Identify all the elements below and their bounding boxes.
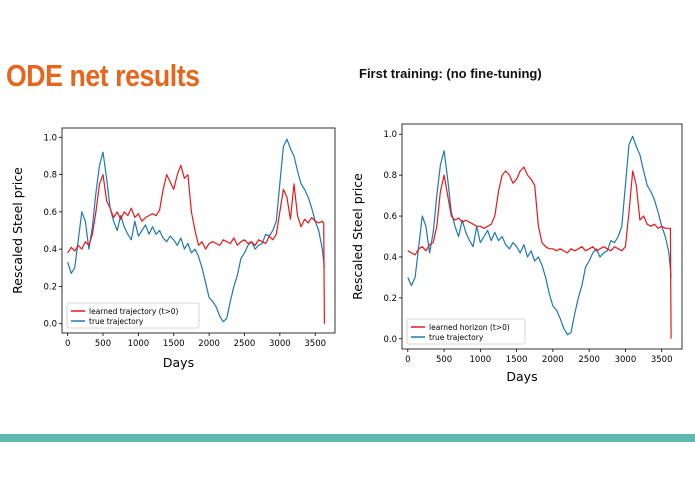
chart-right: 0 500 1000 1500 2000 2500 3000 3500 0.0 0.2 0.4 0.6…: [348, 118, 688, 390]
x-tick-label: 0: [405, 355, 410, 365]
x-tick-label: 2000: [542, 355, 564, 365]
y-tick-label: 1.0: [383, 130, 397, 140]
x-tick-label: 1000: [470, 355, 492, 365]
x-tick-label: 3500: [651, 355, 673, 365]
slide-title: ODE net results: [6, 58, 200, 93]
y-tick-label: 0.6: [43, 208, 57, 218]
x-tick-label: 3500: [304, 339, 326, 349]
legend-box: [406, 318, 526, 345]
x-tick-label: 500: [95, 339, 111, 349]
x-tick-label: 500: [436, 355, 452, 365]
y-axis-label: Rescaled Steel price: [10, 167, 25, 294]
legend-box: [66, 302, 200, 329]
plot-frame: [61, 127, 336, 334]
x-tick-label: 1500: [506, 355, 528, 365]
y-tick-label: 0.0: [383, 335, 397, 345]
plot-frame: [401, 123, 683, 350]
x-tick-label: 3000: [269, 339, 291, 349]
y-tick-label: 0.2: [43, 282, 57, 292]
legend-label: learned horizon (t>0): [429, 323, 510, 332]
legend-label: true trajectory: [429, 333, 484, 342]
x-tick-label: 2500: [578, 355, 600, 365]
y-tick-label: 0.6: [383, 212, 397, 222]
x-tick-label: 1500: [163, 339, 185, 349]
y-axis-label: Rescaled Steel price: [350, 173, 365, 300]
series-line: [407, 166, 672, 339]
y-tick-label: 0.4: [43, 245, 57, 255]
x-tick-label: 2500: [234, 339, 256, 349]
chart-left: 0 500 1000 1500 2000 2500 3000 3500 0.0 0.2 0.4 0.6…: [10, 122, 340, 377]
y-tick-label: 0.0: [43, 320, 57, 330]
slide-subtitle: First training: (no fine-tuning): [359, 66, 542, 81]
x-tick-label: 0: [65, 339, 70, 349]
x-tick-label: 2000: [198, 339, 220, 349]
legend-label: learned trajectory (t>0): [89, 307, 179, 316]
x-axis-label: Days: [506, 369, 537, 384]
y-tick-label: 0.8: [43, 171, 57, 181]
footer-accent-bar: [0, 434, 695, 442]
chart-left-svg: 0 500 1000 1500 2000 2500 3000 3500 0.0 0.2 0.4 0.6…: [10, 127, 336, 370]
chart-right-svg: 0 500 1000 1500 2000 2500 3000 3500 0.0 0.2 0.4 0.6…: [350, 123, 683, 384]
x-tick-label: 1000: [128, 339, 150, 349]
x-tick-label: 3000: [615, 355, 637, 365]
legend-label: true trajectory: [89, 317, 144, 326]
series-line: [407, 135, 672, 336]
series-line: [67, 164, 325, 324]
y-tick-label: 0.2: [383, 294, 397, 304]
y-tick-label: 1.0: [43, 133, 57, 143]
y-tick-label: 0.4: [383, 253, 397, 263]
y-tick-label: 0.8: [383, 171, 397, 181]
x-axis-label: Days: [163, 355, 194, 370]
